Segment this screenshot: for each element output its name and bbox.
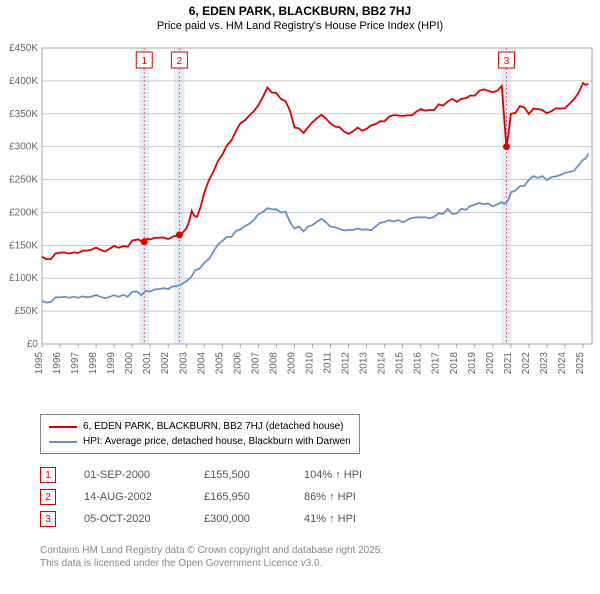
svg-text:2007: 2007	[250, 352, 261, 375]
table-row: 3 05-OCT-2020 £300,000 41% ↑ HPI	[40, 508, 362, 530]
svg-text:2010: 2010	[304, 352, 315, 375]
sales-table: 1 01-SEP-2000 £155,500 104% ↑ HPI 2 14-A…	[40, 464, 362, 530]
svg-text:£400K: £400K	[9, 76, 38, 87]
chart-title: 6, EDEN PARK, BLACKBURN, BB2 7HJ	[0, 4, 600, 18]
sale-date: 05-OCT-2020	[84, 513, 204, 525]
svg-text:2: 2	[177, 56, 183, 67]
svg-text:2013: 2013	[359, 352, 370, 375]
legend-swatch	[49, 426, 77, 428]
svg-text:£200K: £200K	[9, 207, 38, 218]
svg-text:2006: 2006	[232, 352, 243, 375]
svg-text:2025: 2025	[575, 352, 586, 375]
legend-label: HPI: Average price, detached house, Blac…	[83, 434, 351, 449]
credit-text: Contains HM Land Registry data © Crown c…	[40, 544, 383, 570]
svg-text:2011: 2011	[323, 352, 334, 374]
svg-text:1998: 1998	[88, 352, 99, 375]
svg-text:£0: £0	[27, 339, 39, 350]
svg-text:1995: 1995	[34, 352, 45, 375]
credit-line: This data is licensed under the Open Gov…	[40, 557, 383, 570]
sale-badge: 3	[40, 511, 56, 527]
svg-text:2023: 2023	[539, 352, 550, 375]
svg-text:£150K: £150K	[9, 240, 38, 251]
svg-text:2003: 2003	[178, 352, 189, 375]
sale-date: 14-AUG-2002	[84, 491, 204, 503]
svg-text:2000: 2000	[124, 352, 135, 375]
svg-text:2009: 2009	[286, 352, 297, 375]
sale-pct: 104% ↑ HPI	[304, 469, 362, 481]
sale-price: £155,500	[204, 469, 304, 481]
svg-text:1: 1	[141, 56, 147, 67]
svg-text:2018: 2018	[449, 352, 460, 375]
legend-item: 6, EDEN PARK, BLACKBURN, BB2 7HJ (detach…	[49, 419, 351, 434]
svg-text:2020: 2020	[485, 352, 496, 375]
sale-date: 01-SEP-2000	[84, 469, 204, 481]
legend-item: HPI: Average price, detached house, Blac…	[49, 434, 351, 449]
svg-text:2012: 2012	[341, 352, 352, 375]
svg-text:2021: 2021	[503, 352, 514, 375]
svg-text:2002: 2002	[160, 352, 171, 375]
sale-price: £165,950	[204, 491, 304, 503]
sale-price: £300,000	[204, 513, 304, 525]
svg-text:2001: 2001	[142, 352, 153, 375]
svg-text:2022: 2022	[521, 352, 532, 375]
svg-text:2014: 2014	[377, 352, 388, 375]
sale-badge: 2	[40, 489, 56, 505]
sale-badge: 1	[40, 467, 56, 483]
svg-text:1999: 1999	[106, 352, 117, 375]
legend-label: 6, EDEN PARK, BLACKBURN, BB2 7HJ (detach…	[83, 419, 343, 434]
svg-text:2024: 2024	[557, 352, 568, 375]
legend: 6, EDEN PARK, BLACKBURN, BB2 7HJ (detach…	[40, 414, 360, 454]
sale-pct: 41% ↑ HPI	[304, 513, 356, 525]
svg-text:1997: 1997	[70, 352, 81, 375]
svg-text:2005: 2005	[214, 352, 225, 375]
svg-text:2016: 2016	[413, 352, 424, 375]
svg-text:£50K: £50K	[15, 306, 39, 317]
credit-line: Contains HM Land Registry data © Crown c…	[40, 544, 383, 557]
sale-pct: 86% ↑ HPI	[304, 491, 356, 503]
svg-text:£300K: £300K	[9, 142, 38, 153]
svg-text:3: 3	[504, 56, 510, 67]
table-row: 1 01-SEP-2000 £155,500 104% ↑ HPI	[40, 464, 362, 486]
svg-text:2017: 2017	[431, 352, 442, 375]
legend-swatch	[49, 441, 77, 443]
svg-text:£100K: £100K	[9, 273, 38, 284]
svg-text:2004: 2004	[196, 352, 207, 375]
svg-text:£250K: £250K	[9, 175, 38, 186]
svg-text:1996: 1996	[52, 352, 63, 375]
chart-svg: £0 £50K £100K £150K £200K £250K £300K £350K £400…	[0, 42, 600, 402]
table-row: 2 14-AUG-2002 £165,950 86% ↑ HPI	[40, 486, 362, 508]
chart-area: £0 £50K £100K £150K £200K £250K £300K £350K £400…	[0, 42, 600, 402]
svg-text:2015: 2015	[395, 352, 406, 375]
svg-text:£350K: £350K	[9, 109, 38, 120]
svg-text:2008: 2008	[268, 352, 279, 375]
svg-text:2019: 2019	[467, 352, 478, 375]
svg-text:£450K: £450K	[9, 43, 38, 54]
chart-subtitle: Price paid vs. HM Land Registry's House …	[0, 20, 600, 32]
